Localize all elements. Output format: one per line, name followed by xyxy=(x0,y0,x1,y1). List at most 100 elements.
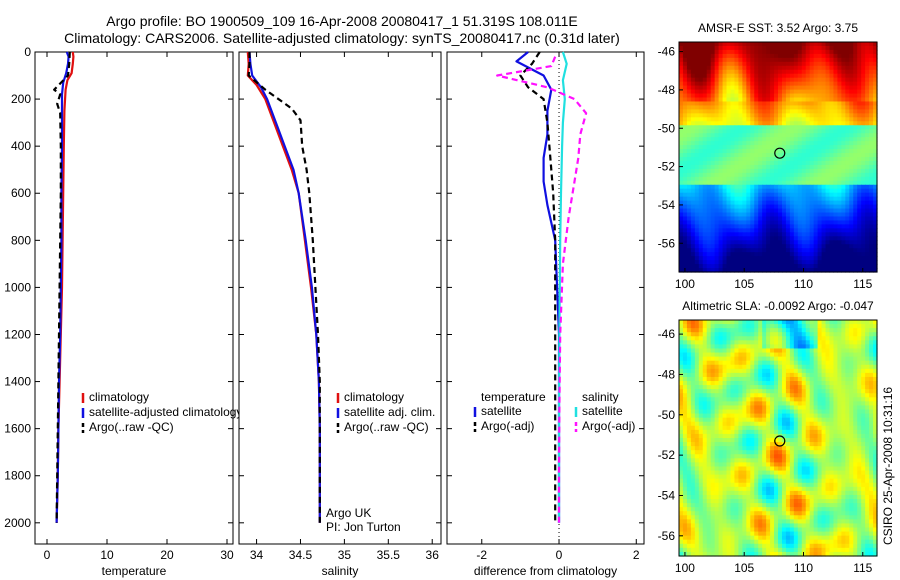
heatmap-cell xyxy=(797,145,803,150)
heatmap-cell xyxy=(718,336,724,341)
heatmap-cell xyxy=(789,105,795,111)
heatmap-cell xyxy=(845,381,850,386)
heatmap-cell xyxy=(738,450,743,455)
heatmap-cell xyxy=(770,368,775,374)
heatmap-cell xyxy=(738,93,743,99)
heatmap-cell xyxy=(841,149,846,154)
heatmap-cell xyxy=(849,77,854,83)
heatmap-cell xyxy=(774,81,779,87)
heatmap-cell xyxy=(841,133,846,138)
heatmap-cell xyxy=(706,360,712,366)
heatmap-cell xyxy=(690,192,696,198)
heatmap-cell xyxy=(766,405,771,411)
heatmap-cell xyxy=(805,42,811,47)
heatmap-cell xyxy=(861,224,866,229)
heatmap-cell xyxy=(813,77,819,83)
heatmap-cell xyxy=(837,421,842,427)
heatmap-cell xyxy=(722,372,728,378)
heatmap-cell xyxy=(849,172,854,178)
heatmap-cell xyxy=(829,421,835,427)
heatmap-cell xyxy=(758,220,763,226)
x-tick-label: 10 xyxy=(100,548,114,562)
heatmap-cell xyxy=(726,470,732,476)
heatmap-cell xyxy=(738,433,743,439)
heatmap-cell xyxy=(865,141,870,146)
heatmap-cell xyxy=(758,433,763,439)
heatmap-cell xyxy=(861,184,866,190)
heatmap-cell xyxy=(738,364,743,370)
heatmap-cell xyxy=(702,113,708,118)
heatmap-cell xyxy=(722,240,728,245)
heatmap-cell xyxy=(710,129,716,134)
heatmap-cell xyxy=(873,454,878,459)
heatmap-cell xyxy=(778,45,783,51)
heatmap-cell xyxy=(841,125,846,130)
heatmap-cell xyxy=(718,462,724,468)
legend-entry: satellite xyxy=(481,404,522,418)
heatmap-cell xyxy=(714,360,720,366)
heatmap-cell xyxy=(797,180,803,186)
heatmap-cell xyxy=(742,172,747,178)
heatmap-cell xyxy=(750,256,755,261)
heatmap-cell xyxy=(730,320,736,325)
heatmap-cell xyxy=(690,45,696,51)
heatmap-cell xyxy=(801,344,807,350)
heatmap-cell xyxy=(750,93,755,99)
heatmap-cell xyxy=(766,260,771,265)
legend-entry: Argo(..raw -QC) xyxy=(89,420,174,434)
heatmap-cell xyxy=(789,45,795,51)
heatmap-cell xyxy=(698,220,704,226)
heatmap-cell xyxy=(766,381,771,386)
heatmap-cell xyxy=(821,69,827,75)
heatmap-cell xyxy=(766,232,771,237)
heatmap-cell xyxy=(861,336,866,341)
heatmap-cell xyxy=(774,149,779,154)
heatmap-cell xyxy=(837,192,842,198)
heatmap-cell xyxy=(849,200,854,206)
heatmap-cell xyxy=(865,413,870,419)
heatmap-cell xyxy=(869,389,874,394)
heatmap-cell xyxy=(869,352,874,358)
heatmap-cell xyxy=(809,153,815,158)
heatmap-cell xyxy=(869,160,874,166)
heatmap-cell xyxy=(706,125,712,130)
heatmap-cell xyxy=(853,45,858,51)
heatmap-cell xyxy=(829,429,835,435)
heatmap-cell xyxy=(809,57,815,63)
heatmap-cell xyxy=(698,324,704,329)
heatmap-cell xyxy=(853,153,858,158)
heatmap-cell xyxy=(825,204,831,210)
heatmap-cell xyxy=(730,192,736,198)
heatmap-cell xyxy=(746,192,751,198)
heatmap-cell xyxy=(841,405,846,411)
heatmap-cell xyxy=(797,49,803,55)
heatmap-cell xyxy=(750,264,755,269)
heatmap-cell xyxy=(714,228,720,233)
heatmap-cell xyxy=(805,320,811,325)
heatmap-cell xyxy=(702,192,708,198)
heatmap-cell xyxy=(686,184,692,190)
heatmap-cell xyxy=(825,381,831,386)
heatmap-cell xyxy=(706,129,712,134)
heatmap-cell xyxy=(746,113,751,118)
heatmap-cell xyxy=(865,324,870,329)
heatmap-cell xyxy=(734,381,739,386)
heatmap-cell xyxy=(861,133,866,138)
heatmap-cell xyxy=(813,421,819,427)
heatmap-cell xyxy=(698,425,704,431)
heatmap-cell xyxy=(781,137,787,142)
heatmap-cell xyxy=(734,438,739,443)
heatmap-cell xyxy=(821,381,827,386)
heatmap-cell xyxy=(726,438,732,443)
heatmap-cell xyxy=(722,200,728,206)
heatmap-cell xyxy=(722,360,728,366)
heatmap-cell xyxy=(841,93,846,99)
heatmap-cell xyxy=(837,149,842,154)
heatmap-cell xyxy=(813,57,819,63)
heatmap-cell xyxy=(801,73,807,79)
heatmap-cell xyxy=(758,364,763,370)
heatmap-cell xyxy=(833,133,838,138)
heatmap-cell xyxy=(825,240,831,245)
heatmap-cell xyxy=(873,157,878,162)
heatmap-cell xyxy=(845,105,850,111)
